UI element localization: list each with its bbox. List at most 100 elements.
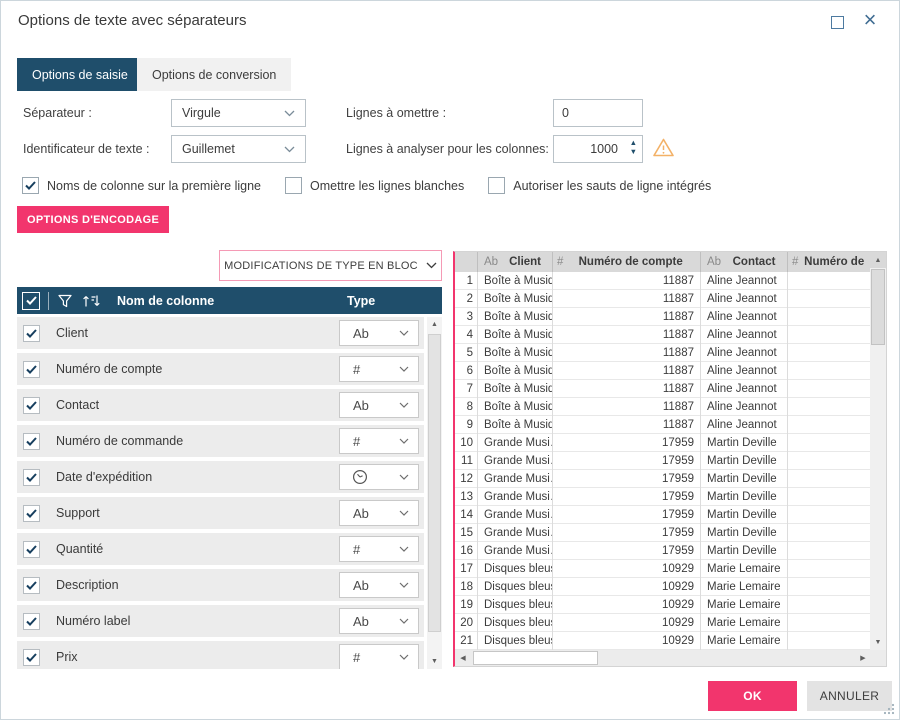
order-number-column-header[interactable]: # Numéro de	[792, 256, 865, 268]
account-column-header[interactable]: # Numéro de compte	[553, 252, 701, 272]
column-checkbox[interactable]	[23, 576, 40, 594]
column-name: Numéro label	[56, 614, 131, 628]
scroll-up-icon[interactable]: ▲	[431, 321, 438, 328]
tab-conversion-options[interactable]: Options de conversion	[137, 58, 292, 91]
scrollbar-thumb[interactable]	[871, 269, 885, 345]
table-row: 16 Grande Musi… 17959 Martin Deville	[455, 541, 870, 560]
client-cell: Boîte à Musiq…	[478, 379, 553, 398]
checkbox-box[interactable]	[22, 177, 39, 194]
type-dropdown[interactable]: Ab	[339, 320, 419, 346]
contact-column-header[interactable]: Ab Contact	[701, 252, 788, 272]
cancel-button[interactable]: ANNULER	[807, 681, 892, 711]
column-row: Support Ab	[17, 497, 424, 529]
column-name-header: Nom de colonne	[117, 293, 215, 308]
type-dropdown[interactable]: #	[339, 428, 419, 454]
client-column-header[interactable]: Ab Client	[478, 252, 553, 272]
column-checkbox[interactable]	[23, 324, 40, 342]
type-dropdown[interactable]: #	[339, 536, 419, 562]
tab-input-options[interactable]: Options de saisie	[17, 58, 143, 91]
preview-grid-header: Ab Client # Numéro de compte Ab Contact …	[455, 252, 870, 272]
type-glyph: Ab	[353, 397, 369, 413]
columns-table-scrollbar[interactable]: ▲ ▼	[427, 317, 442, 669]
type-glyph: Ab	[707, 256, 722, 268]
contact-cell: Marie Lemaire	[701, 631, 788, 650]
scan-lines-value: 1000	[590, 142, 618, 156]
scroll-up-icon[interactable]: ▲	[870, 252, 886, 268]
type-dropdown[interactable]	[339, 464, 419, 490]
bulk-type-change-button[interactable]: MODIFICATIONS DE TYPE EN BLOC	[219, 250, 442, 281]
column-name: Quantité	[56, 542, 104, 556]
column-checkbox[interactable]	[23, 648, 40, 666]
resize-grip[interactable]	[883, 703, 895, 715]
checkbox-label: Autoriser les sauts de ligne intégrés	[513, 178, 712, 193]
preview-horizontal-scrollbar[interactable]: ◀ ▶	[455, 650, 886, 666]
scrollbar-thumb[interactable]	[473, 651, 598, 665]
type-dropdown[interactable]: Ab	[339, 608, 419, 634]
type-dropdown[interactable]: Ab	[339, 572, 419, 598]
maximize-icon[interactable]	[831, 16, 844, 29]
checkbox-box[interactable]	[285, 177, 302, 194]
check-icon	[26, 436, 37, 446]
contact-cell: Martin Deville	[701, 541, 788, 560]
option-checkbox[interactable]: Omettre les lignes blanches	[285, 177, 464, 194]
table-row: 18 Disques bleus 10929 Marie Lemaire	[455, 577, 870, 596]
check-icon	[26, 472, 37, 482]
table-row: 2 Boîte à Musiq… 11887 Aline Jeannot	[455, 289, 870, 308]
encoding-options-button[interactable]: OPTIONS D'ENCODAGE	[17, 206, 170, 233]
select-all-checkbox[interactable]	[22, 291, 40, 310]
client-cell: Grande Musi…	[478, 505, 553, 524]
column-checkbox[interactable]	[23, 432, 40, 450]
spinner-up-icon[interactable]: ▲	[629, 138, 637, 147]
ok-button[interactable]: OK	[708, 681, 797, 711]
type-glyph: Ab	[353, 325, 369, 341]
client-cell: Grande Musi…	[478, 433, 553, 452]
quantity-stepper[interactable]: ▲ ▼	[630, 139, 637, 156]
scrollbar-thumb[interactable]	[428, 334, 441, 632]
preview-vertical-scrollbar[interactable]: ▲ ▼	[870, 252, 886, 650]
order-number-cell	[788, 542, 870, 560]
table-row: 19 Disques bleus 10929 Marie Lemaire	[455, 595, 870, 614]
client-cell: Disques bleus	[478, 631, 553, 650]
column-checkbox[interactable]	[23, 612, 40, 630]
scroll-down-icon[interactable]: ▼	[431, 658, 438, 665]
type-glyph: #	[353, 433, 361, 449]
column-row: Prix #	[17, 641, 424, 669]
scan-lines-input[interactable]: 1000 ▲ ▼	[553, 135, 643, 163]
account-cell: 17959	[553, 451, 701, 470]
column-checkbox[interactable]	[23, 540, 40, 558]
skip-lines-input[interactable]: 0	[553, 99, 643, 127]
option-checkbox[interactable]: Noms de colonne sur la première ligne	[22, 177, 261, 194]
qualifier-value: Guillemet	[182, 142, 235, 156]
column-checkbox[interactable]	[23, 396, 40, 414]
scroll-right-icon[interactable]: ▶	[860, 655, 866, 662]
check-icon	[26, 364, 37, 374]
column-checkbox[interactable]	[23, 360, 40, 378]
column-checkbox[interactable]	[23, 504, 40, 522]
account-cell: 10929	[553, 631, 701, 650]
check-icon	[26, 652, 37, 662]
type-dropdown[interactable]: Ab	[339, 392, 419, 418]
order-number-cell	[788, 308, 870, 326]
table-row: 14 Grande Musi… 17959 Martin Deville	[455, 505, 870, 524]
filter-icon[interactable]	[58, 294, 72, 308]
check-icon	[26, 544, 37, 554]
type-glyph: Ab	[484, 256, 499, 268]
scroll-down-icon[interactable]: ▼	[874, 638, 882, 646]
qualifier-select[interactable]: Guillemet	[171, 135, 306, 163]
scroll-left-icon[interactable]: ◀	[460, 655, 466, 662]
preview-grid-rows: 1 Boîte à Musiq… 11887 Aline Jeannot 2 B…	[455, 271, 870, 650]
sort-icon[interactable]	[81, 294, 100, 308]
table-row: 4 Boîte à Musiq… 11887 Aline Jeannot	[455, 325, 870, 344]
option-checkbox[interactable]: Autoriser les sauts de ligne intégrés	[488, 177, 711, 194]
type-dropdown[interactable]: #	[339, 644, 419, 669]
separator-select[interactable]: Virgule	[171, 99, 306, 127]
spinner-down-icon[interactable]: ▼	[629, 147, 637, 156]
type-dropdown[interactable]: #	[339, 356, 419, 382]
close-icon[interactable]: ×	[863, 7, 877, 32]
column-checkbox[interactable]	[23, 468, 40, 486]
checkbox-box[interactable]	[488, 177, 506, 194]
columns-table: Nom de colonne Type Client Ab	[17, 287, 442, 669]
type-dropdown[interactable]: Ab	[339, 500, 419, 526]
check-icon	[26, 400, 37, 410]
